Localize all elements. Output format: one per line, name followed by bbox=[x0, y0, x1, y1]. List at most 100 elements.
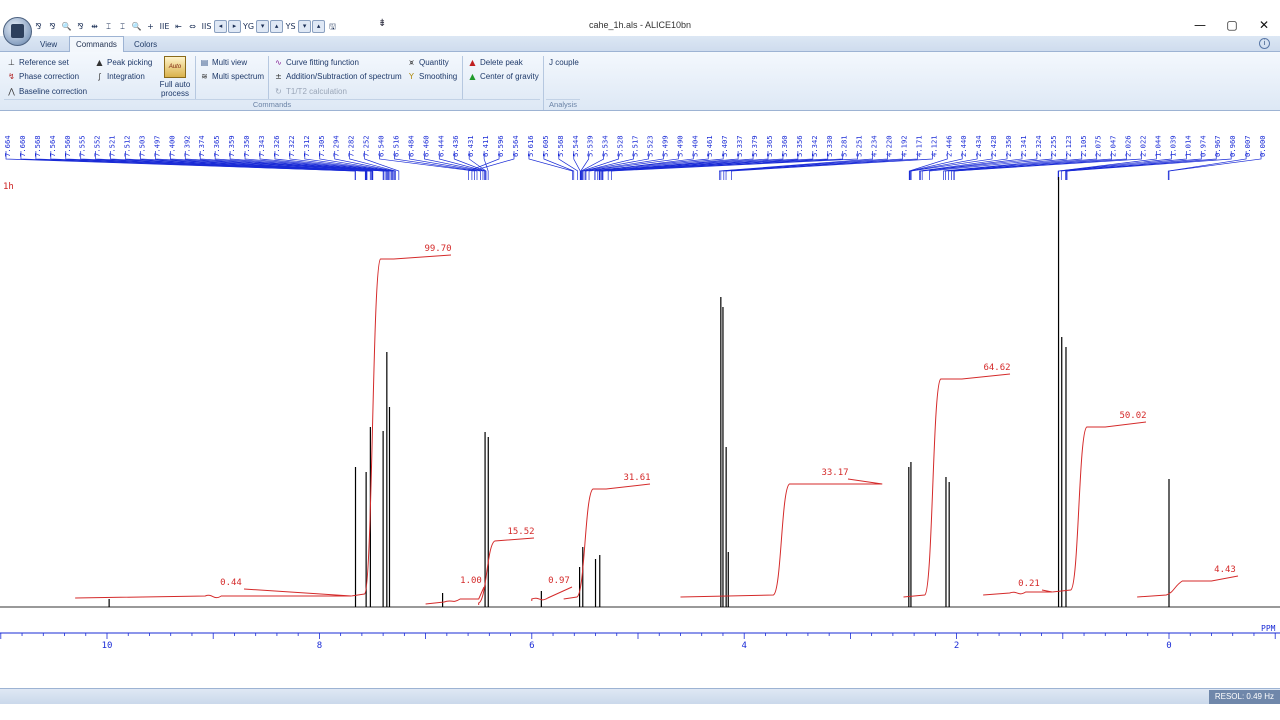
delete-peak-button[interactable]: ▲ Delete peak bbox=[468, 56, 522, 69]
peak-connector bbox=[214, 151, 388, 180]
integral-curve bbox=[531, 586, 573, 602]
application-menu-button[interactable] bbox=[3, 17, 32, 46]
j-couple-button[interactable]: J couple bbox=[549, 56, 579, 69]
peak-connector bbox=[1058, 151, 1172, 180]
peak-label: 5.544 bbox=[571, 135, 580, 157]
full-auto-process-button[interactable]: Auto Full auto process bbox=[159, 56, 191, 98]
peak-label: 4.171 bbox=[914, 135, 923, 157]
qat-customize-icon[interactable]: ⇟ bbox=[378, 18, 387, 29]
integration-label: Integration bbox=[107, 72, 145, 81]
qat-print-icon[interactable]: 🖫 bbox=[329, 21, 336, 31]
peak-label: 2.434 bbox=[974, 135, 983, 157]
integral-curve bbox=[983, 589, 1053, 596]
integral-curve bbox=[680, 478, 883, 598]
peak-label: 5.330 bbox=[825, 135, 834, 157]
qat-yg-up-icon[interactable]: ▴ bbox=[270, 19, 284, 33]
qat-fit-icon[interactable]: ⅋ bbox=[49, 21, 56, 31]
peak-label: 5.517 bbox=[631, 135, 640, 157]
peak-connector bbox=[110, 151, 371, 180]
multi-spectrum-button[interactable]: ≋ Multi spectrum bbox=[200, 70, 264, 83]
qat-swap-icon[interactable]: ⇔ bbox=[189, 21, 196, 31]
qat-first-icon[interactable]: ⇤ bbox=[175, 21, 182, 31]
phase-correction-button[interactable]: ↯ Phase correction bbox=[7, 70, 79, 83]
maximize-button[interactable]: ▢ bbox=[1226, 18, 1238, 32]
qat-expand-icon[interactable]: ⅋ bbox=[77, 21, 84, 31]
integration-button[interactable]: ∫ Integration bbox=[95, 70, 145, 83]
qat-zoom2-icon[interactable]: 🔍 bbox=[131, 21, 142, 31]
peak-connector bbox=[582, 151, 649, 180]
peak-label: 2.440 bbox=[959, 135, 968, 157]
minimize-button[interactable]: — bbox=[1194, 18, 1206, 32]
analysis-group-line bbox=[546, 99, 580, 100]
peak-connector bbox=[723, 151, 903, 180]
reference-set-label: Reference set bbox=[19, 58, 69, 67]
peak-label: 7.359 bbox=[227, 135, 236, 157]
center-of-gravity-button[interactable]: ▲ Center of gravity bbox=[468, 70, 538, 83]
peak-connector bbox=[468, 151, 500, 180]
qat-iie-icon[interactable]: IIE bbox=[159, 21, 170, 31]
peak-connector bbox=[573, 151, 581, 180]
peak-connector bbox=[909, 151, 963, 180]
tab-view[interactable]: View bbox=[40, 40, 58, 49]
integral-label: 4.43 bbox=[1214, 565, 1236, 575]
peak-connector bbox=[610, 151, 858, 180]
qat-cursor-icon[interactable]: ⌶ bbox=[106, 21, 111, 31]
peak-connector bbox=[483, 151, 489, 180]
quantity-label: Quantity bbox=[419, 58, 449, 67]
peak-label: 7.521 bbox=[108, 135, 117, 157]
peak-connector bbox=[580, 151, 590, 180]
peak-connector bbox=[910, 151, 978, 180]
integral-label: 99.70 bbox=[424, 244, 451, 254]
nmr-spectrum-plot[interactable]: 1h PPM 7.664 7.660 7.568 7.564 7.560 7.555 7.5… bbox=[0, 111, 1280, 688]
qat-yg-icon[interactable]: YG bbox=[243, 21, 255, 31]
multi-view-button[interactable]: ▤ Multi view bbox=[200, 56, 247, 69]
qat-yg-down-icon[interactable]: ▾ bbox=[256, 19, 270, 33]
peak-connector bbox=[468, 151, 487, 180]
integral-curve bbox=[1137, 575, 1239, 598]
reference-set-button[interactable]: ⊥ Reference set bbox=[7, 56, 69, 69]
help-icon[interactable]: i bbox=[1259, 38, 1270, 49]
qat-zoom-icon[interactable]: 🔍 bbox=[61, 21, 72, 31]
peak-label: 4.220 bbox=[885, 135, 894, 157]
qat-left-icon[interactable]: ◂ bbox=[214, 19, 227, 33]
peak-label: 2.324 bbox=[1034, 135, 1043, 157]
peak-connector bbox=[725, 151, 918, 180]
peak-label: 6.564 bbox=[511, 135, 520, 157]
qat-cursor2-icon[interactable]: ⌶ bbox=[120, 21, 125, 31]
peak-label: 5.281 bbox=[840, 135, 849, 157]
tab-colors[interactable]: Colors bbox=[134, 40, 158, 49]
qat-ys-icon[interactable]: YS bbox=[285, 21, 296, 31]
qat-ys-down-icon[interactable]: ▾ bbox=[298, 19, 312, 33]
x-tick-label: 4 bbox=[741, 641, 746, 651]
peak-label: 7.497 bbox=[152, 135, 161, 157]
peak-connector bbox=[920, 151, 1023, 180]
qat-right-icon[interactable]: ▸ bbox=[228, 19, 241, 33]
peak-label: 5.568 bbox=[556, 135, 565, 157]
qat-crosshair-icon[interactable]: + bbox=[147, 21, 154, 31]
tab-commands[interactable]: Commands bbox=[69, 36, 124, 52]
qat-move-icon[interactable]: ⇹ bbox=[91, 21, 98, 31]
qat-ys-up-icon[interactable]: ▴ bbox=[312, 19, 326, 33]
close-button[interactable]: ✕ bbox=[1258, 18, 1270, 32]
qat-iis-icon[interactable]: IIS bbox=[201, 21, 212, 31]
baseline-correction-button[interactable]: ⋀ Baseline correction bbox=[7, 85, 87, 98]
peak-connector bbox=[580, 151, 604, 180]
peak-picking-button[interactable]: ▲ Peak picking bbox=[95, 56, 152, 69]
peak-connector bbox=[594, 151, 724, 180]
spectrum-view[interactable]: 1h PPM 7.664 7.660 7.568 7.564 7.560 7.555 7.5… bbox=[0, 111, 1280, 688]
commands-group-label: Commands bbox=[252, 100, 292, 109]
qat-save-icon[interactable]: ⅋ bbox=[35, 21, 42, 31]
t1t2-calculation-button[interactable]: ↻ T1/T2 calculation bbox=[274, 85, 347, 98]
curve-fitting-button[interactable]: ∿ Curve fitting function bbox=[274, 56, 359, 69]
add-sub-spectrum-button[interactable]: ± Addition/Subtraction of spectrum bbox=[274, 70, 401, 83]
smoothing-button[interactable]: Y Smoothing bbox=[407, 70, 457, 83]
peak-label: 0.967 bbox=[1213, 135, 1222, 157]
x-tick-label: 8 bbox=[317, 641, 322, 651]
ribbon-separator bbox=[543, 56, 544, 110]
peak-connector bbox=[585, 151, 679, 180]
peak-label: 5.337 bbox=[735, 135, 744, 157]
peak-label: 7.322 bbox=[287, 135, 296, 157]
peak-connector bbox=[543, 151, 575, 180]
peak-label: 6.460 bbox=[421, 135, 430, 157]
quantity-button[interactable]: ⩙ Quantity bbox=[407, 56, 449, 69]
